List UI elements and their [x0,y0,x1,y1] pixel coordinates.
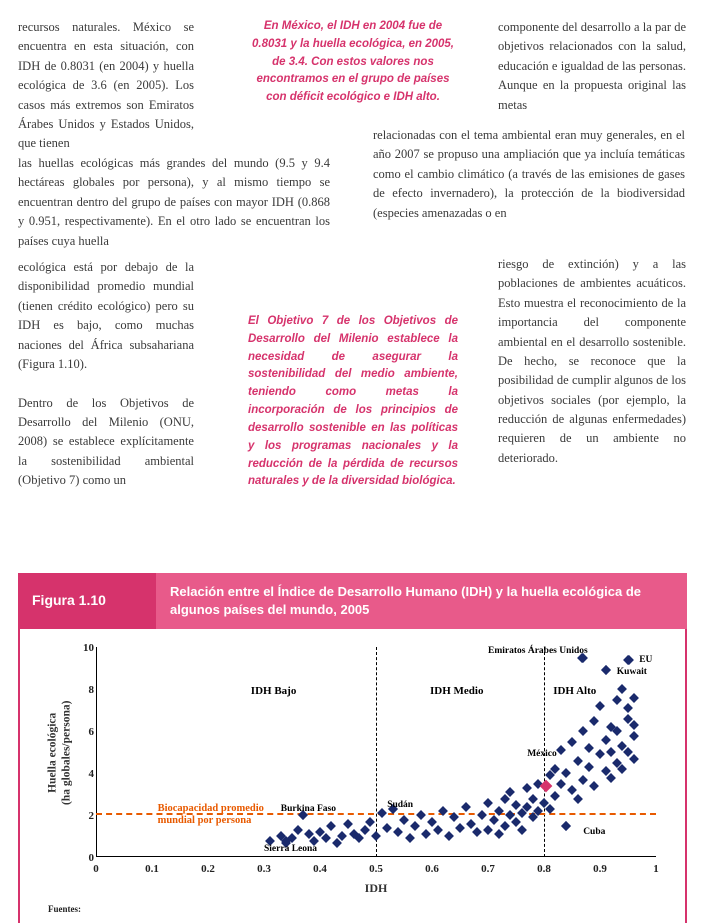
y-tick: 10 [76,640,94,657]
para-left-2b: Dentro de los Objetivos de Desarrollo de… [18,396,194,488]
point-label: Cuba [583,825,605,840]
x-axis-label: IDH [96,879,656,898]
region-label: IDH Bajo [251,683,297,700]
figure-body: Huella ecológica(ha globales/persona) ID… [18,629,687,923]
y-tick: 4 [76,766,94,783]
figure-1-10: Figura 1.10 Relación entre el Índice de … [18,573,687,923]
point-label: Burkina Faso [281,802,336,817]
x-tick: 0.7 [481,861,495,878]
para-full-right: relacionadas con el tema ambiental eran … [373,126,685,223]
figure-header: Figura 1.10 Relación entre el Índice de … [18,573,687,629]
y-tick: 6 [76,724,94,741]
callout-2: El Objetivo 7 de los Objetivos de Desarr… [248,313,458,491]
para-left-2: ecológica está por debajo de la disponib… [18,258,194,491]
x-tick: 0.6 [425,861,439,878]
y-tick: 2 [76,808,94,825]
figure-label: Figura 1.10 [18,573,156,629]
para-left-2a: ecológica está por debajo de la disponib… [18,260,194,371]
y-tick: 8 [76,682,94,699]
x-tick: 0.8 [537,861,551,878]
callout-1: En México, el IDH en 2004 fue de 0.8031 … [248,18,458,107]
biocapacity-label: Biocapacidad promediomundial por persona [158,803,264,827]
scatter-chart: Huella ecológica(ha globales/persona) ID… [46,647,676,897]
x-tick: 0.4 [313,861,327,878]
para-full-left: las huellas ecológicas más grandes del m… [18,154,330,251]
para-right-1: componente del desarrollo a la par de ob… [498,18,686,115]
y-tick: 0 [76,850,94,867]
point-label: México [527,747,557,762]
region-label: IDH Medio [430,683,483,700]
x-tick: 0 [93,861,99,878]
point-label: Emiratos Árabes Unidos [488,644,588,659]
figure-title: Relación entre el Índice de Desarrollo H… [156,573,687,629]
sources-label: Fuentes: [28,897,675,917]
x-tick: 0.5 [369,861,383,878]
x-tick: 0.3 [257,861,271,878]
para-right-2: riesgo de extinción) y a las poblaciones… [498,255,686,468]
y-axis-label: Huella ecológica(ha globales/persona) [46,647,74,857]
point-label: Sudán [387,798,413,813]
x-tick: 0.9 [593,861,607,878]
point-label: Sierra Leona [264,842,317,857]
region-label: IDH Alto [553,683,596,700]
para-left-1: recursos naturales. México se encuentra … [18,18,194,154]
x-tick: 1 [653,861,659,878]
region-divider [376,647,377,857]
x-tick: 0.1 [145,861,159,878]
x-tick: 0.2 [201,861,215,878]
point-label: Kuwait [617,665,647,680]
